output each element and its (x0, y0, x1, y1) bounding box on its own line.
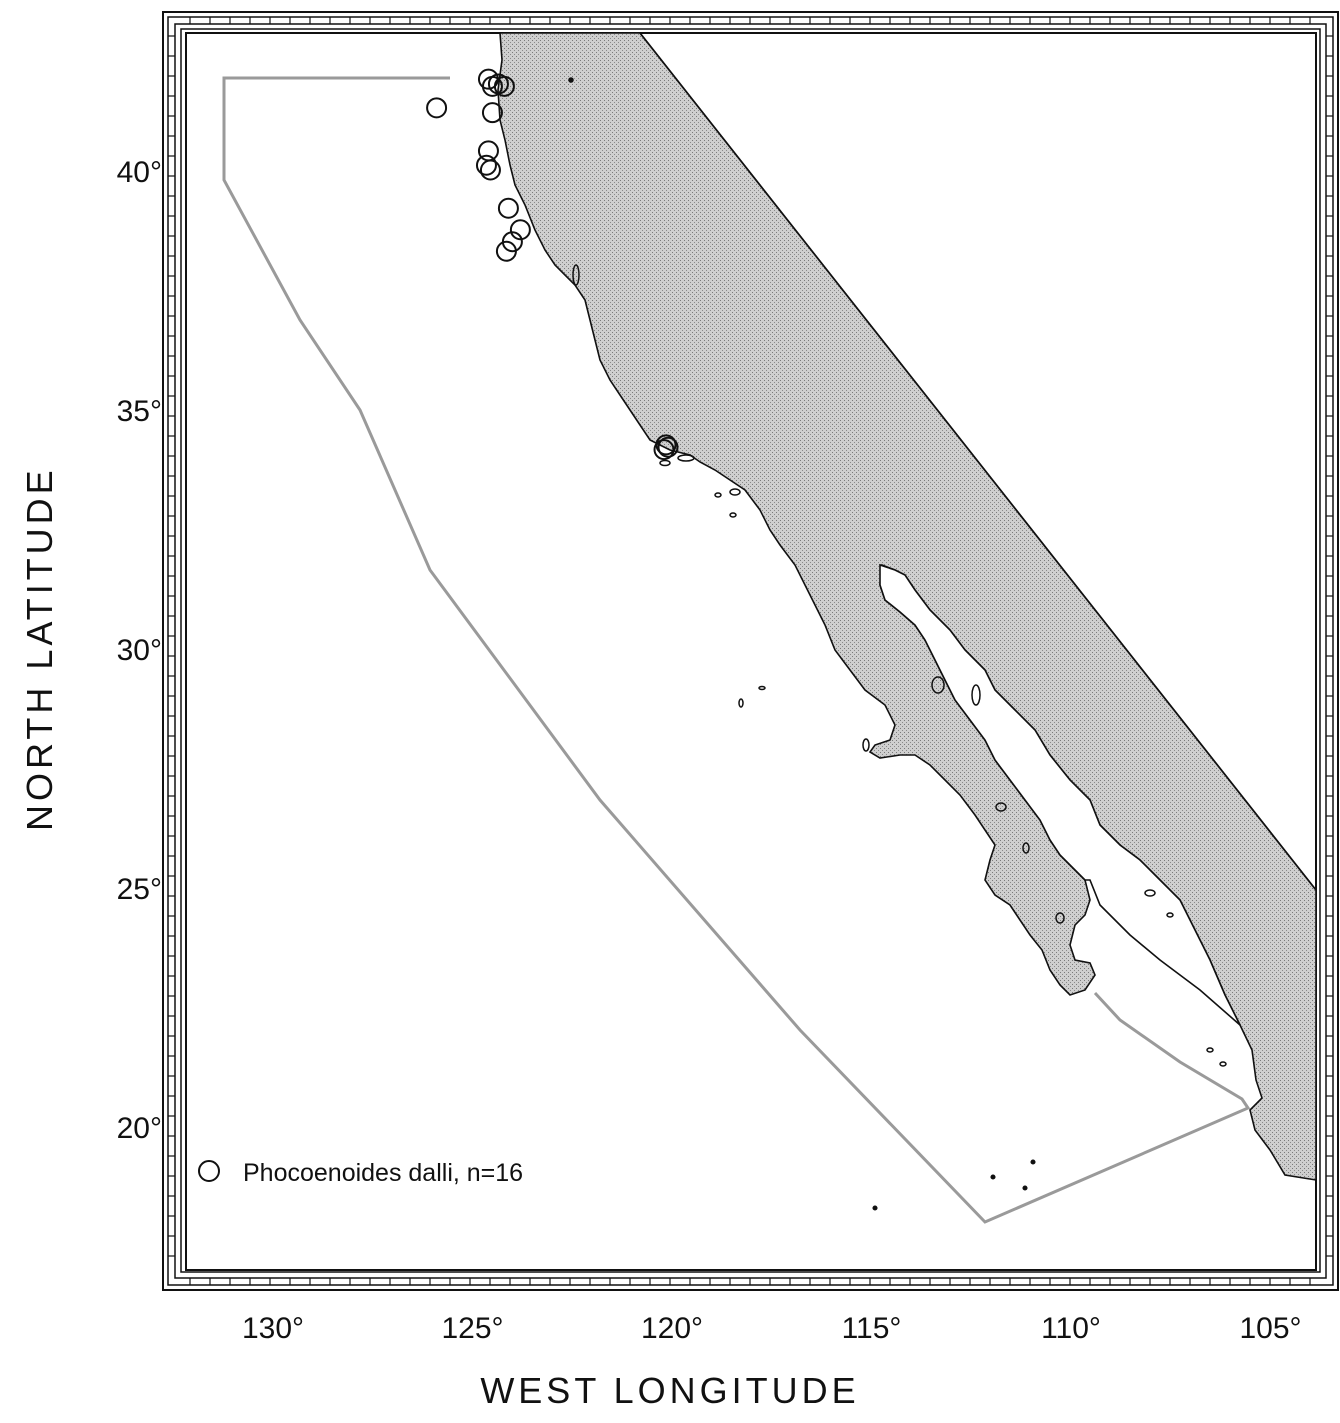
y-tick-label: 40° (117, 156, 162, 189)
x-tick-label: 130° (242, 1312, 304, 1345)
sighting-marker (509, 219, 531, 241)
x-tick-label: 110° (1041, 1312, 1101, 1345)
gulf-water (879, 563, 1241, 1026)
study-area-boundary (222, 76, 1251, 1224)
y-tick-label: 35° (117, 395, 162, 428)
x-axis-tick-labels: 130° 125° 120° 115° 110° 105° (242, 1312, 1302, 1345)
y-tick-label: 20° (117, 1112, 162, 1145)
x-tick-label: 105° (1239, 1312, 1301, 1345)
sighting-marker (653, 439, 675, 461)
sighting-marker (426, 97, 448, 119)
y-axis-tick-labels: 40° 35° 30° 25° 20° (117, 156, 162, 1145)
sighting-marker (481, 102, 503, 124)
map-frame (162, 11, 1339, 1291)
sighting-marker (475, 154, 497, 176)
x-tick-label: 115° (842, 1312, 902, 1345)
sighting-marker (495, 240, 517, 262)
x-axis-title: WEST LONGITUDE (480, 1370, 860, 1411)
legend-label: Phocoenoides dalli, n=16 (243, 1159, 523, 1187)
x-tick-label: 120° (641, 1312, 703, 1345)
sighting-marker (657, 436, 679, 458)
sighting-marker (497, 197, 519, 219)
legend: Phocoenoides dalli, n=16 (198, 1159, 523, 1187)
x-tick-label: 125° (441, 1312, 503, 1345)
legend-circle-icon (198, 1160, 220, 1182)
islands (568, 77, 1227, 1211)
sightings-layer (426, 68, 679, 461)
sighting-marker (493, 75, 515, 97)
sighting-marker (479, 159, 501, 181)
y-tick-label: 30° (117, 634, 162, 667)
y-tick-label: 25° (117, 873, 162, 906)
y-axis-title: NORTH LATITUDE (19, 466, 60, 831)
